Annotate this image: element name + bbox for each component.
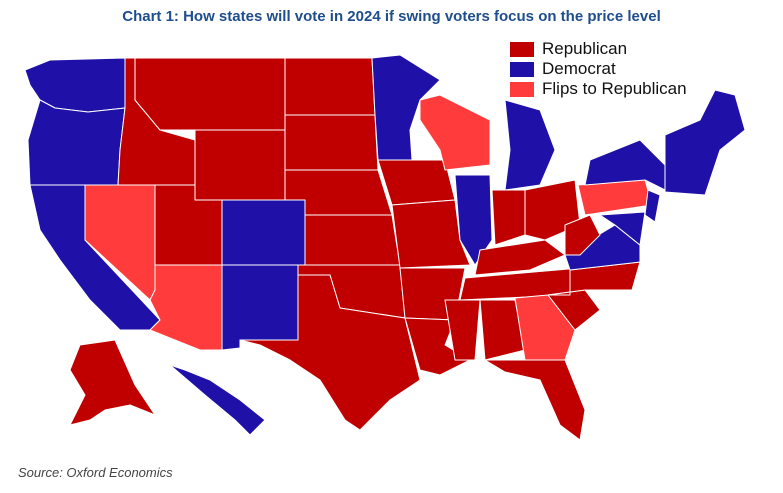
state-MD bbox=[599, 211, 646, 246]
state-SD bbox=[284, 114, 379, 171]
state-WY bbox=[194, 129, 286, 201]
state-HI bbox=[169, 364, 266, 436]
state-CO bbox=[221, 199, 306, 266]
state-NM bbox=[221, 264, 299, 351]
legend-label-flip: Flips to Republican bbox=[542, 79, 687, 98]
legend: Republican Democrat Flips to Republican bbox=[510, 39, 687, 100]
state-MS bbox=[444, 299, 481, 361]
chart-title: Chart 1: How states will vote in 2024 if… bbox=[122, 8, 661, 25]
source-note: Source: Oxford Economics bbox=[18, 465, 173, 480]
legend-item-republican: Republican bbox=[510, 39, 687, 58]
legend-label-democrat: Democrat bbox=[542, 59, 616, 78]
legend-label-republican: Republican bbox=[542, 39, 628, 58]
state-KY bbox=[474, 239, 566, 276]
state-TX bbox=[239, 274, 421, 431]
legend-swatch-democrat bbox=[510, 61, 534, 77]
state-AZ bbox=[149, 264, 223, 351]
state-WI bbox=[419, 94, 491, 171]
legend-swatch-flip bbox=[510, 81, 534, 97]
state-MN bbox=[371, 54, 441, 161]
state-IN bbox=[491, 189, 526, 246]
state-MI bbox=[504, 99, 556, 191]
state-FL bbox=[484, 359, 586, 441]
legend-item-democrat: Democrat bbox=[510, 59, 687, 78]
state-NJ bbox=[644, 189, 661, 223]
state-PA bbox=[577, 179, 653, 216]
state-KS bbox=[304, 214, 401, 266]
state-ND bbox=[284, 57, 376, 116]
state-MO bbox=[391, 199, 471, 269]
legend-item-flip: Flips to Republican bbox=[510, 79, 687, 98]
state-WV bbox=[564, 214, 601, 256]
state-AK bbox=[69, 339, 156, 426]
state-MT bbox=[134, 57, 286, 131]
state-IA bbox=[377, 159, 456, 206]
state-OR bbox=[27, 99, 126, 186]
state-NE-REGION bbox=[664, 89, 746, 196]
legend-swatch-republican bbox=[510, 41, 534, 57]
state-VA bbox=[564, 224, 641, 271]
